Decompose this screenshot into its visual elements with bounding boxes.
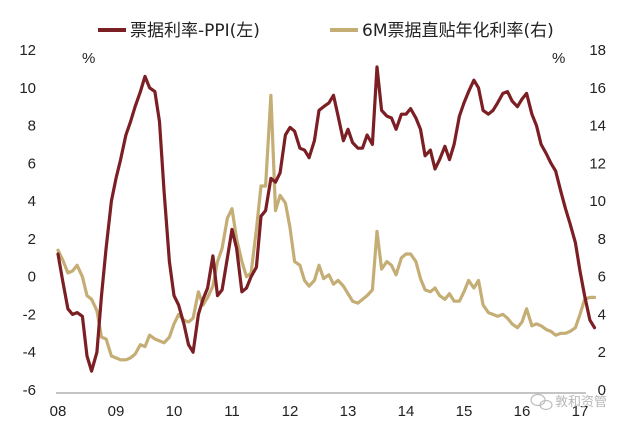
x-axis: 08 09 10 11 12 13 14 15 16 17: [50, 403, 589, 420]
left-axis-tick-label: -4: [23, 344, 36, 361]
right-axis-tick-label: 14: [589, 118, 606, 135]
x-axis-tick-label: 12: [282, 403, 299, 420]
right-axis-tick-label: 4: [598, 306, 606, 323]
left-axis-tick-label: 0: [28, 269, 36, 286]
x-axis-tick-label: 10: [166, 403, 183, 420]
left-axis: -6 -4 -2 0 2 4 6 8 10 12: [19, 42, 36, 399]
x-axis-tick-label: 17: [572, 403, 589, 420]
x-axis-tick-label: 13: [340, 403, 357, 420]
left-axis-tick-label: 10: [19, 80, 36, 97]
left-axis-tick-label: 2: [28, 231, 36, 248]
x-axis-tick-label: 14: [398, 403, 415, 420]
watermark-text: 敦和资管: [555, 394, 607, 410]
right-axis-tick-label: 8: [598, 231, 606, 248]
legend: 票据利率-PPI(左) 6M票据直贴年化利率(右): [98, 21, 554, 41]
right-axis-tick-label: 16: [589, 80, 606, 97]
series-layer: [56, 65, 597, 373]
left-axis-tick-label: 4: [28, 193, 36, 210]
left-axis-tick-label: 6: [28, 155, 36, 172]
right-axis-tick-label: 18: [589, 42, 606, 59]
x-axis-tick-label: 15: [456, 403, 473, 420]
x-axis-tick-label: 08: [50, 403, 67, 420]
series-line-2: [56, 93, 597, 362]
right-axis-tick-label: 0: [598, 382, 606, 399]
left-axis-tick-label: 12: [19, 42, 36, 59]
right-axis-tick-label: 2: [598, 344, 606, 361]
wechat-icon: [530, 393, 553, 411]
legend-label-series-1: 票据利率-PPI(左): [130, 21, 260, 41]
right-axis-tick-label: 10: [589, 193, 606, 210]
x-axis-tick-label: 11: [224, 403, 240, 420]
legend-label-series-2: 6M票据直贴年化利率(右): [362, 21, 554, 41]
right-axis: 0 2 4 6 8 10 12 14 16 18: [589, 42, 606, 399]
right-axis-tick-label: 6: [598, 269, 606, 286]
left-axis-tick-label: -6: [23, 382, 36, 399]
watermark: 敦和资管: [530, 393, 607, 411]
right-axis-unit: %: [552, 50, 565, 67]
x-axis-tick-label: 09: [108, 403, 125, 420]
left-axis-unit: %: [82, 50, 95, 67]
series-line-1: [56, 65, 597, 373]
left-axis-tick-label: 8: [28, 118, 36, 135]
x-axis-tick-label: 16: [514, 403, 531, 420]
left-axis-tick-label: -2: [23, 306, 36, 323]
right-axis-tick-label: 12: [589, 155, 606, 172]
